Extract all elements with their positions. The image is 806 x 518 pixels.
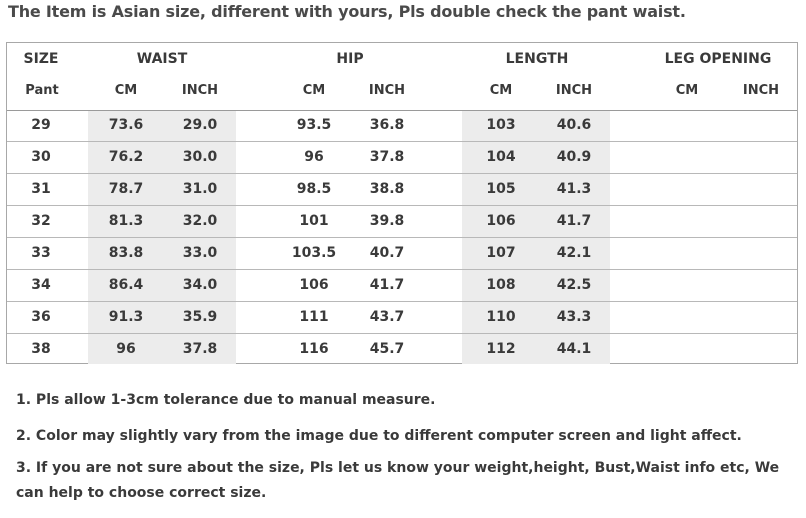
size-notes: 1. Pls allow 1-3cm tolerance due to manu… <box>16 388 796 518</box>
row-divider <box>7 205 797 206</box>
length-cm-cell: 106 <box>486 213 516 229</box>
hip-inch-cell: 43.7 <box>369 309 405 325</box>
length-inch-cell: 40.9 <box>556 149 592 165</box>
waist-inch-cell: 33.0 <box>182 245 218 261</box>
waist-cm-cell: 73.6 <box>108 117 144 133</box>
subheader-hip-cm: CM <box>302 83 326 98</box>
table-row: 30 76.2 30.0 96 37.8 104 40.9 <box>7 143 797 174</box>
table-row: 31 78.7 31.0 98.5 38.8 105 41.3 <box>7 175 797 206</box>
length-cm-cell: 110 <box>486 309 516 325</box>
waist-cm-cell: 96 <box>116 341 136 357</box>
length-inch-cell: 42.5 <box>556 277 592 293</box>
size-cell: 38 <box>31 341 51 357</box>
length-inch-cell: 43.3 <box>556 309 592 325</box>
length-inch-cell: 41.7 <box>556 213 592 229</box>
waist-inch-cell: 37.8 <box>182 341 218 357</box>
header-length: LENGTH <box>505 51 569 67</box>
length-inch-cell: 40.6 <box>556 117 592 133</box>
hip-inch-cell: 41.7 <box>369 277 405 293</box>
note-item: 2. Color may slightly vary from the imag… <box>16 428 742 444</box>
hip-inch-cell: 39.8 <box>369 213 405 229</box>
waist-cm-cell: 76.2 <box>108 149 144 165</box>
row-divider <box>7 141 797 142</box>
length-cm-cell: 108 <box>486 277 516 293</box>
waist-inch-cell: 34.0 <box>182 277 218 293</box>
note-item: 1. Pls allow 1-3cm tolerance due to manu… <box>16 392 436 408</box>
size-cell: 30 <box>31 149 51 165</box>
table-row: 29 73.6 29.0 93.5 36.8 103 40.6 <box>7 111 797 142</box>
waist-cm-cell: 83.8 <box>108 245 144 261</box>
waist-inch-cell: 29.0 <box>182 117 218 133</box>
subheader-length-inch: INCH <box>555 83 593 98</box>
length-cm-cell: 107 <box>486 245 516 261</box>
length-inch-cell: 44.1 <box>556 341 592 357</box>
size-cell: 29 <box>31 117 51 133</box>
table-row: 32 81.3 32.0 101 39.8 106 41.7 <box>7 207 797 238</box>
length-inch-cell: 42.1 <box>556 245 592 261</box>
table-row: 34 86.4 34.0 106 41.7 108 42.5 <box>7 271 797 302</box>
header-size: SIZE <box>23 51 59 67</box>
header-hip: HIP <box>336 51 364 67</box>
size-cell: 33 <box>31 245 51 261</box>
subheader-waist-inch: INCH <box>181 83 219 98</box>
length-cm-cell: 103 <box>486 117 516 133</box>
hip-inch-cell: 38.8 <box>369 181 405 197</box>
size-cell: 32 <box>31 213 51 229</box>
hip-cm-cell: 111 <box>299 309 329 325</box>
waist-cm-cell: 81.3 <box>108 213 144 229</box>
note-item: 3. If you are not sure about the size, P… <box>16 460 780 501</box>
waist-cm-cell: 86.4 <box>108 277 144 293</box>
row-divider <box>7 333 797 334</box>
length-cm-cell: 104 <box>486 149 516 165</box>
size-cell: 31 <box>31 181 51 197</box>
length-inch-cell: 41.3 <box>556 181 592 197</box>
row-divider <box>7 301 797 302</box>
subheader-hip-inch: INCH <box>368 83 406 98</box>
table-row: 33 83.8 33.0 103.5 40.7 107 42.1 <box>7 239 797 270</box>
length-cm-cell: 105 <box>486 181 516 197</box>
header-divider <box>7 110 797 111</box>
waist-inch-cell: 31.0 <box>182 181 218 197</box>
hip-inch-cell: 45.7 <box>369 341 405 357</box>
row-divider <box>7 173 797 174</box>
subheader-waist-cm: CM <box>114 83 138 98</box>
page-title: The Item is Asian size, different with y… <box>8 2 686 21</box>
hip-cm-cell: 103.5 <box>291 245 337 261</box>
waist-cm-cell: 78.7 <box>108 181 144 197</box>
hip-cm-cell: 98.5 <box>296 181 332 197</box>
waist-inch-cell: 30.0 <box>182 149 218 165</box>
hip-cm-cell: 93.5 <box>296 117 332 133</box>
subheader-leg-cm: CM <box>675 83 699 98</box>
length-cm-cell: 112 <box>486 341 516 357</box>
size-cell: 34 <box>31 277 51 293</box>
hip-cm-cell: 106 <box>299 277 329 293</box>
waist-inch-cell: 35.9 <box>182 309 218 325</box>
table-row: 38 96 37.8 116 45.7 112 44.1 <box>7 335 797 366</box>
row-divider <box>7 269 797 270</box>
hip-inch-cell: 36.8 <box>369 117 405 133</box>
hip-inch-cell: 37.8 <box>369 149 405 165</box>
hip-inch-cell: 40.7 <box>369 245 405 261</box>
subheader-pant: Pant <box>25 83 59 98</box>
waist-cm-cell: 91.3 <box>108 309 144 325</box>
table-row: 36 91.3 35.9 111 43.7 110 43.3 <box>7 303 797 334</box>
subheader-leg-inch: INCH <box>742 83 780 98</box>
hip-cm-cell: 96 <box>304 149 324 165</box>
hip-cm-cell: 101 <box>299 213 329 229</box>
row-divider <box>7 237 797 238</box>
waist-inch-cell: 32.0 <box>182 213 218 229</box>
subheader-length-cm: CM <box>489 83 513 98</box>
header-leg-opening: LEG OPENING <box>664 51 772 67</box>
size-cell: 36 <box>31 309 51 325</box>
hip-cm-cell: 116 <box>299 341 329 357</box>
size-chart-table: SIZE WAIST HIP LENGTH LEG OPENING Pant C… <box>6 42 798 364</box>
header-waist: WAIST <box>136 51 188 67</box>
